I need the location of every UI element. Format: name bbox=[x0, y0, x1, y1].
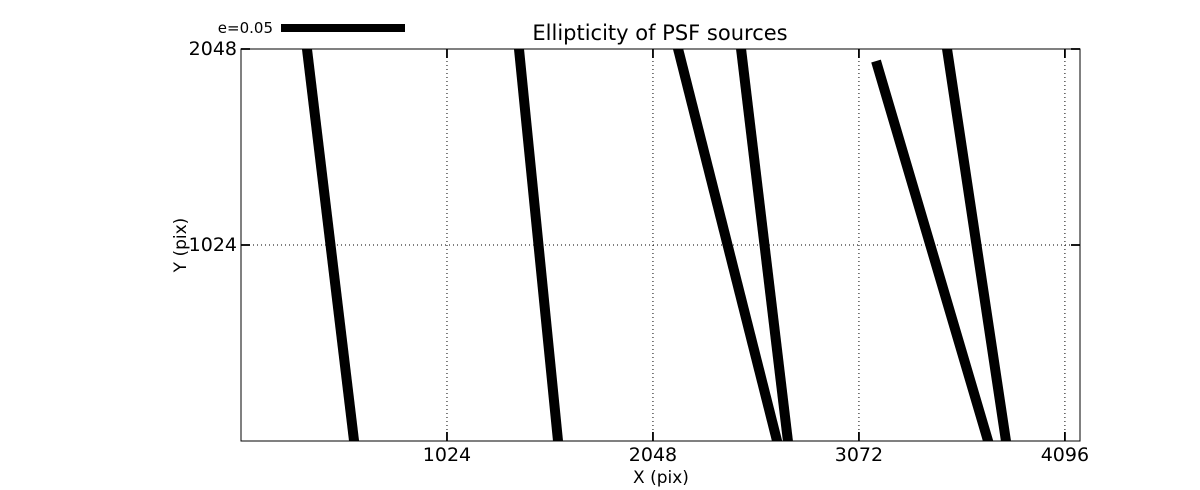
x-tick-label: 3072 bbox=[835, 444, 883, 466]
x-tick-label: 2048 bbox=[629, 444, 677, 466]
whisker-segment bbox=[736, 49, 793, 441]
legend-sample-bar bbox=[281, 24, 405, 32]
y-tick-label: 1024 bbox=[189, 234, 237, 256]
whisker-segments bbox=[301, 49, 1012, 441]
plot-border bbox=[240, 48, 1081, 442]
y-axis-label: Y (pix) bbox=[171, 218, 191, 274]
x-axis-label: X (pix) bbox=[633, 468, 689, 488]
chart-title: Ellipticity of PSF sources bbox=[532, 21, 787, 45]
x-tick-label: 1024 bbox=[423, 444, 471, 466]
x-tick-label: 4096 bbox=[1041, 444, 1089, 466]
whisker-segment bbox=[301, 49, 360, 441]
y-tick-label: 2048 bbox=[189, 38, 237, 60]
legend-label: e=0.05 bbox=[218, 19, 273, 37]
gridlines bbox=[241, 48, 1080, 441]
whisker-segment bbox=[871, 59, 994, 441]
whisker-segment bbox=[672, 49, 783, 441]
y-tick-labels: 1024 2048 bbox=[189, 38, 237, 256]
x-tick-labels: 1024 2048 3072 4096 bbox=[423, 444, 1089, 466]
whisker-segment bbox=[941, 49, 1012, 441]
whisker-segment bbox=[513, 49, 564, 441]
